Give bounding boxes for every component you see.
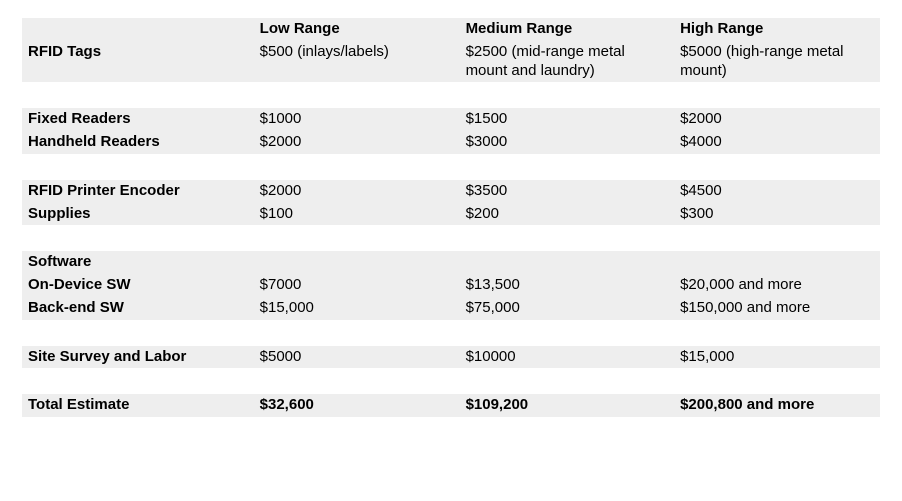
- row-label: Supplies: [22, 203, 254, 226]
- spacer-row: [22, 225, 880, 251]
- row-label: On-Device SW: [22, 274, 254, 297]
- row-handheld-readers: Handheld Readers $2000 $3000 $4000: [22, 131, 880, 154]
- cell-low: $500 (inlays/labels): [254, 41, 460, 83]
- col-header-high: High Range: [674, 18, 880, 41]
- cell-high: $200,800 and more: [674, 394, 880, 417]
- row-supplies: Supplies $100 $200 $300: [22, 203, 880, 226]
- cell-low: $2000: [254, 180, 460, 203]
- pricing-table: Low Range Medium Range High Range RFID T…: [22, 18, 880, 417]
- row-label: RFID Printer Encoder: [22, 180, 254, 203]
- cell-med: $2500 (mid-range metal mount and laundry…: [460, 41, 675, 83]
- spacer-row: [22, 82, 880, 108]
- row-site-survey-labor: Site Survey and Labor $5000 $10000 $15,0…: [22, 346, 880, 369]
- row-rfid-tags: RFID Tags $500 (inlays/labels) $2500 (mi…: [22, 41, 880, 83]
- cell-high: $15,000: [674, 346, 880, 369]
- cell-med: $200: [460, 203, 675, 226]
- cell-low: $15,000: [254, 297, 460, 320]
- row-label: Total Estimate: [22, 394, 254, 417]
- row-rfid-printer-encoder: RFID Printer Encoder $2000 $3500 $4500: [22, 180, 880, 203]
- cell-low: $7000: [254, 274, 460, 297]
- row-back-end-sw: Back-end SW $15,000 $75,000 $150,000 and…: [22, 297, 880, 320]
- cell-high: $150,000 and more: [674, 297, 880, 320]
- cell-high: $4000: [674, 131, 880, 154]
- cell-low: $100: [254, 203, 460, 226]
- row-total-estimate: Total Estimate $32,600 $109,200 $200,800…: [22, 394, 880, 417]
- cell-med: $1500: [460, 108, 675, 131]
- table-header-row: Low Range Medium Range High Range: [22, 18, 880, 41]
- row-on-device-sw: On-Device SW $7000 $13,500 $20,000 and m…: [22, 274, 880, 297]
- cell-high: $2000: [674, 108, 880, 131]
- cell-high: $5000 (high-range metal mount): [674, 41, 880, 83]
- cell-med: $109,200: [460, 394, 675, 417]
- cell-med: $3000: [460, 131, 675, 154]
- pricing-table-body: Low Range Medium Range High Range RFID T…: [22, 18, 880, 417]
- col-header-low: Low Range: [254, 18, 460, 41]
- spacer-row: [22, 368, 880, 394]
- col-header-med: Medium Range: [460, 18, 675, 41]
- spacer-row: [22, 320, 880, 346]
- col-header-blank: [22, 18, 254, 41]
- cell-med: $3500: [460, 180, 675, 203]
- cell-high: $300: [674, 203, 880, 226]
- row-fixed-readers: Fixed Readers $1000 $1500 $2000: [22, 108, 880, 131]
- spacer-row: [22, 154, 880, 180]
- cell-low: $5000: [254, 346, 460, 369]
- cell-med: [460, 251, 675, 274]
- cell-med: $75,000: [460, 297, 675, 320]
- cell-low: [254, 251, 460, 274]
- row-label: Fixed Readers: [22, 108, 254, 131]
- row-label: Software: [22, 251, 254, 274]
- cell-low: $2000: [254, 131, 460, 154]
- cell-med: $10000: [460, 346, 675, 369]
- row-label: Handheld Readers: [22, 131, 254, 154]
- row-label: RFID Tags: [22, 41, 254, 83]
- pricing-table-container: Low Range Medium Range High Range RFID T…: [0, 0, 902, 501]
- cell-high: $20,000 and more: [674, 274, 880, 297]
- cell-high: [674, 251, 880, 274]
- cell-low: $1000: [254, 108, 460, 131]
- row-label: Back-end SW: [22, 297, 254, 320]
- row-software-section: Software: [22, 251, 880, 274]
- row-label: Site Survey and Labor: [22, 346, 254, 369]
- cell-med: $13,500: [460, 274, 675, 297]
- cell-low: $32,600: [254, 394, 460, 417]
- cell-high: $4500: [674, 180, 880, 203]
